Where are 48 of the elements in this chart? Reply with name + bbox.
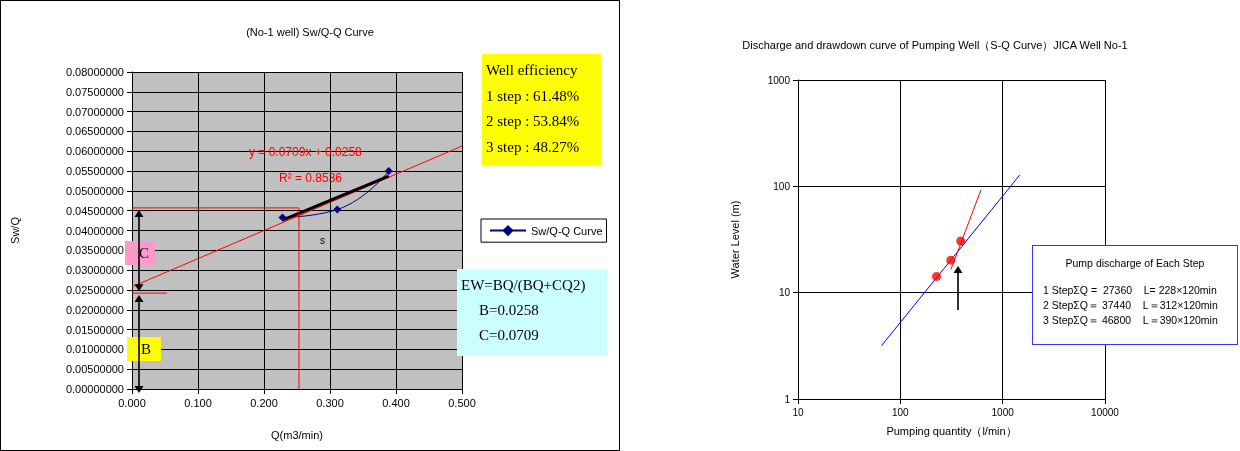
y-tick-label: 0.08000000 [65,66,124,78]
annotation: Pump discharge of Each Step [1064,256,1206,271]
label-box: B [127,337,161,361]
annotation: EW=BQ/(BQ+CQ2) [461,276,587,295]
y-tick-label: 0.05000000 [65,184,124,197]
x-axis-title: Pumping quantity（l/min） [886,424,1017,437]
chart-title: (No-1 well) Sw/Q-Q Curve [246,25,374,38]
letter-text: s [320,235,325,247]
y-tick-label: 0.01000000 [65,343,124,356]
x-tick-label: 0.200 [250,396,278,409]
y-tick-label: 0.02000000 [65,303,124,316]
x-tick-label: 10000 [1091,406,1120,418]
formula-box: EW=BQ/(BQ+CQ2) B=0.0258 C=0.0709 [457,269,607,356]
y-tick-label: 0.00500000 [65,363,124,376]
y-tick-label: 10 [778,287,791,299]
annotation: 2 StepΣQ＝ 37440 L＝312×120min [1043,298,1219,313]
legend-label: Sw/Q-Q Curve [531,224,603,237]
x-tick-label: 0.100 [184,396,212,409]
y-axis-title: Sw/Q [8,216,21,244]
x-tick-label: 0.300 [316,396,344,409]
annotation: 1 StepΣQ = 27360 L= 228×120min [1043,283,1218,298]
y-tick-label: 1000 [767,74,791,86]
y-tick-label: 0.03500000 [65,244,124,257]
y-tick-label: 0.06000000 [65,145,124,158]
y-tick-label: 0.07500000 [65,85,124,98]
y-tick-label: 0.03000000 [65,264,124,277]
y-tick-label: 0.01500000 [65,323,124,336]
y-tick-label: 0.06500000 [65,125,124,138]
x-tick-label: 1000 [991,406,1015,418]
x-tick-label: 100 [891,406,910,418]
y-tick-label: 0.00000000 [65,383,124,395]
y-tick-label: 0.04500000 [65,204,124,217]
annotation: 3 StepΣQ＝ 46800 L＝390×120min [1043,313,1219,328]
y-tick-label: 0.02500000 [65,283,124,296]
x-tick-label: 0.000 [118,396,146,409]
x-tick-label: 10 [792,406,804,418]
y-axis-title: Water Level (m) [728,200,741,279]
chart-title: Discharge and drawdown curve of Pumping Well（S-Q Curve）JICA Well No-1 [742,38,1128,51]
x-tick-label: 0.500 [448,396,476,409]
y-tick-label: 0.07000000 [65,105,124,118]
x-axis-title: Q(m3/min) [271,428,323,441]
y-tick-label: 0.04000000 [65,224,124,237]
x-tick-label: 0.400 [382,396,410,409]
y-tick-label: 0.05500000 [65,165,124,178]
efficiency-box: Well efficiency 1 step : 61.48% 2 step : 53.84% 3 step : 48.27% [482,54,601,165]
y-tick-label: 100 [773,180,791,192]
annotation: B [141,340,152,359]
y-tick-label: 1 [784,393,791,405]
